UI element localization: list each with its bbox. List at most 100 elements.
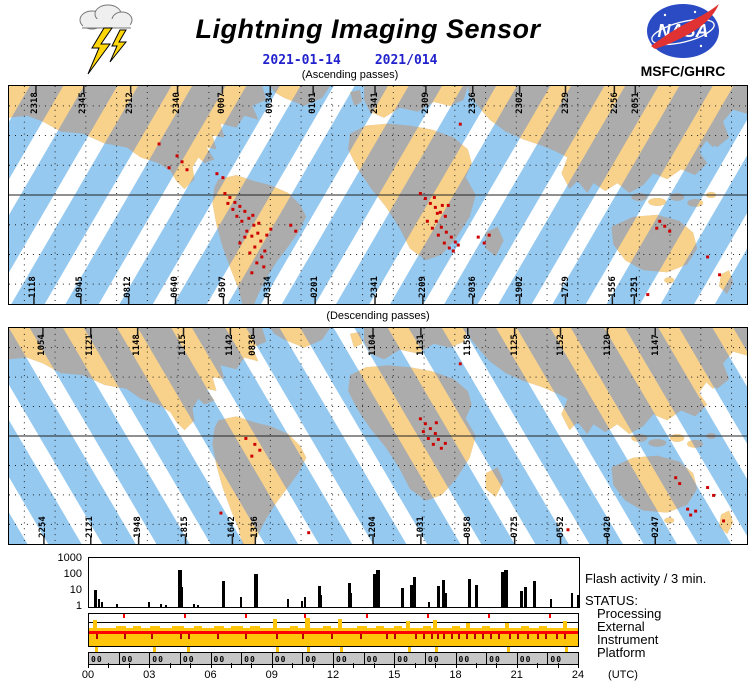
instrument-status-tick	[451, 634, 454, 639]
platform-status-tick	[564, 647, 568, 652]
grid-lines	[9, 86, 747, 304]
external-status-bump	[213, 626, 224, 628]
external-status-bump	[231, 626, 244, 628]
flash-spike	[98, 599, 101, 607]
hour-tick	[190, 663, 192, 668]
pass-time-label: 0812	[123, 276, 133, 298]
flash-spike	[375, 570, 380, 607]
platform-status-tick	[153, 647, 157, 652]
date-row: 2021-01-14 2021/014	[120, 53, 580, 68]
flash-spike	[348, 583, 352, 607]
platform-segment: 00	[305, 655, 318, 664]
page-title: Lightning Imaging Sensor	[195, 14, 541, 44]
date-iso: 2021-01-14	[262, 53, 341, 68]
status-panel: 00 00 00 00 00 00 00 00 00 00 00 00 00 00 00 00	[88, 609, 579, 665]
pass-time-label: 1104	[368, 334, 378, 356]
hour-tick	[414, 663, 416, 668]
instrument-status-tick	[516, 634, 519, 639]
header: Lightning Imaging Sensor 2021-01-14 2021…	[0, 0, 756, 84]
platform-segment: 00	[458, 655, 471, 664]
status-left-border	[88, 613, 89, 647]
pass-time-label: 1642	[227, 516, 237, 538]
platform-status-tick	[95, 647, 99, 652]
flash-spike	[177, 569, 182, 607]
status-row-label-platform: Platform	[597, 645, 646, 660]
y-axis-tick-label: 1000	[57, 552, 82, 564]
external-status-bump	[422, 626, 431, 628]
pass-time-label: 2121	[85, 516, 95, 538]
platform-segment: 00	[91, 655, 103, 664]
flash-spike	[115, 604, 118, 607]
x-axis-tick-label: 15	[388, 669, 401, 681]
platform-segment-divider	[210, 652, 212, 665]
pass-time-label: 2336	[468, 92, 478, 114]
flash-spike	[504, 569, 509, 607]
flash-spike	[437, 586, 441, 607]
y-axis-tick-label: 10	[69, 584, 82, 596]
pass-time-label: 0552	[556, 516, 566, 538]
pass-time-label: 2312	[125, 92, 135, 114]
pass-time-label: 1142	[225, 334, 235, 356]
hour-tick	[128, 663, 130, 668]
external-status-bump	[194, 626, 203, 628]
instrument-status-tick	[302, 634, 305, 639]
external-status-bump	[465, 623, 470, 628]
flash-spike	[533, 581, 537, 607]
pass-time-label: 2340	[172, 92, 182, 114]
grid-lines	[9, 328, 747, 544]
flash-spike	[94, 589, 98, 607]
pass-time-label: 2341	[370, 276, 380, 298]
flash-spike	[519, 591, 523, 607]
pass-time-label: 1729	[561, 276, 571, 298]
x-axis-tick-label: 18	[449, 669, 462, 681]
pass-time-label: 2254	[38, 516, 48, 538]
platform-segment-divider	[363, 652, 365, 665]
hour-tick	[108, 663, 110, 668]
pass-time-label: 2318	[30, 92, 40, 114]
flash-spike	[101, 602, 104, 607]
platform-segment: 00	[366, 655, 379, 664]
pass-time-label: 1115	[178, 334, 188, 356]
processing-status-tick	[304, 614, 307, 618]
status-divider-line	[88, 646, 579, 647]
cloud-shape	[79, 4, 133, 30]
pass-time-label: 0101	[308, 92, 318, 114]
pass-time-label: 1902	[515, 276, 525, 298]
instrument-status-tick	[498, 634, 501, 639]
status-divider-line	[88, 622, 579, 623]
nasa-meatball-icon: NASA	[647, 4, 719, 58]
pass-time-label: 0034	[265, 92, 275, 114]
nasa-logo: NASA MSFC/GHRC	[626, 2, 740, 79]
processing-status-tick	[183, 614, 186, 618]
platform-status-tick	[187, 647, 191, 652]
pass-time-label: 0420	[603, 516, 613, 538]
external-status-bump	[375, 626, 384, 628]
external-status-bump	[338, 619, 343, 628]
hour-tick	[353, 663, 355, 668]
pass-time-label: 2051	[631, 92, 641, 114]
platform-segment: 00	[213, 655, 226, 664]
platform-status-tick	[307, 647, 311, 652]
instrument-status-tick	[123, 634, 126, 639]
instrument-status-tick	[482, 634, 485, 639]
flash-spike	[254, 574, 259, 607]
pass-time-label: 1121	[85, 334, 95, 356]
pass-time-label: 0858	[463, 516, 473, 538]
hour-tick	[537, 663, 539, 668]
external-status-bump	[394, 626, 403, 628]
pass-time-label: 0334	[263, 276, 273, 298]
hour-tick	[271, 663, 273, 668]
hour-tick	[230, 663, 232, 668]
external-status-bump	[150, 626, 161, 628]
flash-spike	[304, 597, 307, 607]
descending-passes-label: (Descending passes)	[326, 310, 430, 322]
lightning-bolt-large	[87, 27, 113, 75]
flash-spike	[412, 577, 416, 607]
platform-segment-divider	[118, 652, 120, 665]
external-status-bump	[451, 626, 460, 628]
platform-segment-divider	[179, 652, 181, 665]
flash-spike	[319, 594, 322, 607]
pass-time-label: 2341	[370, 92, 380, 114]
pass-time-label: 2302	[515, 92, 525, 114]
hour-tick	[557, 663, 559, 668]
